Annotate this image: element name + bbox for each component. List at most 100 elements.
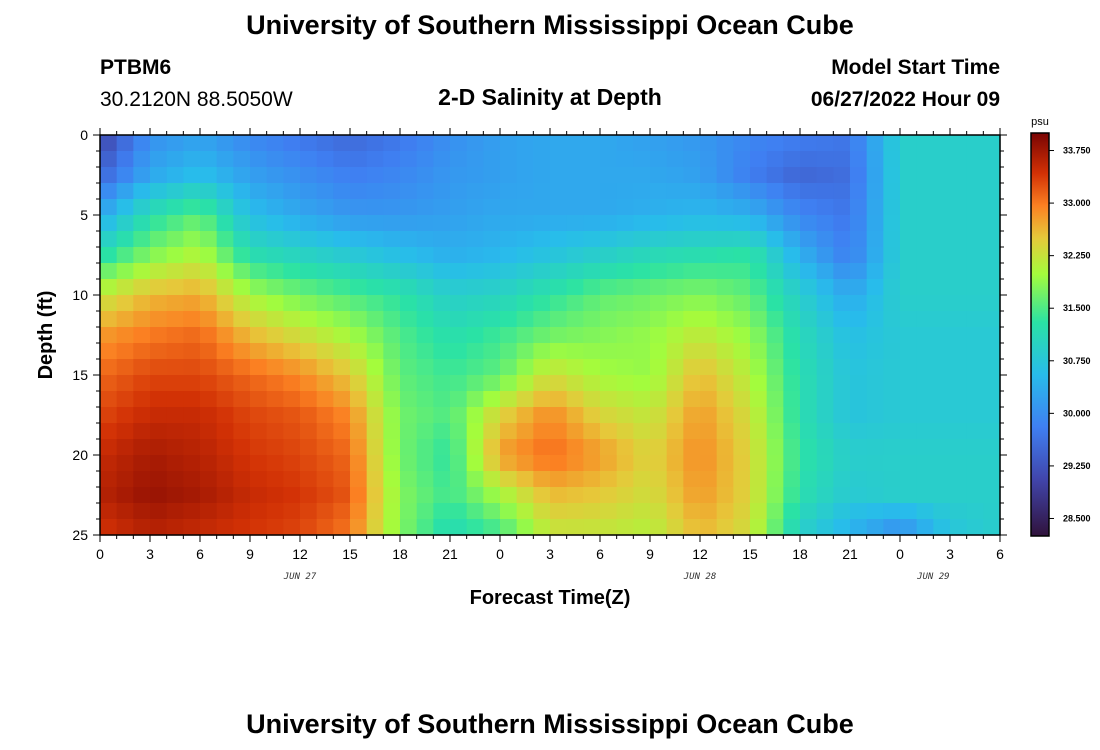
heat-cell — [133, 407, 151, 424]
heat-cell — [600, 503, 618, 520]
heat-cell — [250, 503, 268, 520]
heat-cell — [816, 231, 834, 248]
heat-cell — [833, 359, 851, 376]
heat-cell — [216, 247, 234, 264]
heat-cell — [683, 215, 701, 232]
heat-cell — [250, 167, 268, 184]
heat-cell — [233, 519, 251, 536]
heat-cell — [466, 455, 484, 472]
heat-cell — [716, 439, 734, 456]
heat-cell — [566, 455, 584, 472]
heat-cell — [716, 343, 734, 360]
heat-cell — [950, 423, 968, 440]
heat-cell — [266, 151, 284, 168]
heat-cell — [200, 183, 218, 200]
footer-title: University of Southern Mississippi Ocean… — [246, 709, 854, 739]
heat-cell — [700, 215, 718, 232]
heat-cell — [683, 519, 701, 536]
heat-cell — [383, 519, 401, 536]
heat-cell — [366, 279, 384, 296]
heat-cell — [283, 471, 301, 488]
heat-cell — [416, 279, 434, 296]
heat-cell — [400, 519, 418, 536]
heat-cell — [133, 343, 151, 360]
heat-cell — [833, 503, 851, 520]
heat-cell — [133, 215, 151, 232]
heat-cell — [833, 247, 851, 264]
heat-cell — [216, 375, 234, 392]
heat-cell — [400, 183, 418, 200]
x-tick-label: 12 — [292, 546, 308, 562]
heat-cell — [450, 263, 468, 280]
heat-cell — [300, 231, 318, 248]
heat-cell — [283, 247, 301, 264]
heat-cell — [883, 151, 901, 168]
heat-cell — [133, 263, 151, 280]
heat-cell — [316, 375, 334, 392]
heat-cell — [383, 359, 401, 376]
heat-cell — [566, 295, 584, 312]
heat-cell — [833, 519, 851, 536]
heat-cell — [666, 423, 684, 440]
heat-cell — [516, 327, 534, 344]
heat-cell — [916, 135, 934, 152]
heat-cell — [233, 439, 251, 456]
heat-cell — [150, 455, 168, 472]
heat-cell — [300, 199, 318, 216]
heat-cell — [416, 423, 434, 440]
heat-cell — [550, 423, 568, 440]
heat-cell — [633, 471, 651, 488]
heat-cell — [850, 311, 868, 328]
heat-cell — [616, 327, 634, 344]
heat-cell — [183, 439, 201, 456]
heat-cell — [850, 407, 868, 424]
heat-cell — [283, 183, 301, 200]
heat-cell — [800, 327, 818, 344]
heat-cell — [950, 327, 968, 344]
heat-cell — [650, 199, 668, 216]
heat-cell — [500, 135, 518, 152]
heat-cell — [400, 455, 418, 472]
heat-cell — [166, 311, 184, 328]
heat-cell — [366, 151, 384, 168]
heat-cell — [883, 391, 901, 408]
heat-cell — [683, 167, 701, 184]
heat-cell — [683, 183, 701, 200]
heat-cell — [533, 423, 551, 440]
heat-cell — [716, 199, 734, 216]
heat-cell — [716, 167, 734, 184]
heat-cell — [233, 151, 251, 168]
heat-cell — [800, 391, 818, 408]
heat-cell — [766, 359, 784, 376]
heat-cell — [600, 199, 618, 216]
heat-cell — [233, 247, 251, 264]
heat-cell — [366, 295, 384, 312]
heat-cell — [733, 391, 751, 408]
heat-cell — [766, 423, 784, 440]
heat-cell — [516, 375, 534, 392]
heat-cell — [416, 375, 434, 392]
heat-cell — [700, 295, 718, 312]
heat-cell — [766, 215, 784, 232]
heat-cell — [900, 295, 918, 312]
heat-cell — [733, 327, 751, 344]
heat-cell — [100, 487, 118, 504]
heat-cell — [200, 279, 218, 296]
heat-cell — [750, 327, 768, 344]
heat-cell — [716, 135, 734, 152]
heat-cell — [433, 215, 451, 232]
heat-cell — [366, 183, 384, 200]
heat-cell — [950, 487, 968, 504]
heat-cell — [600, 327, 618, 344]
heat-cell — [533, 263, 551, 280]
heat-cell — [916, 151, 934, 168]
heat-cell — [533, 375, 551, 392]
heat-cell — [100, 439, 118, 456]
heat-cell — [333, 439, 351, 456]
heat-cell — [366, 135, 384, 152]
heat-cell — [150, 519, 168, 536]
heat-cell — [566, 343, 584, 360]
heat-cell — [600, 487, 618, 504]
heat-cell — [350, 295, 368, 312]
heat-cell — [433, 375, 451, 392]
